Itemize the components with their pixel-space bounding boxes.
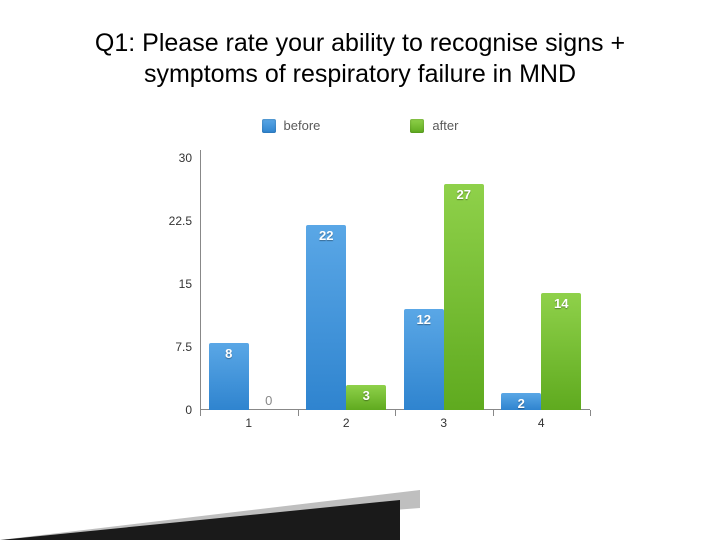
legend-item-after: after: [410, 118, 458, 133]
x-tick-label: 3: [440, 416, 447, 430]
bar-value-label: 2: [518, 396, 525, 411]
legend-item-before: before: [262, 118, 321, 133]
bar-value-label: 27: [457, 187, 471, 202]
bar-chart: 07.51522.5301802223312274214: [140, 140, 610, 440]
bar-value-label: 14: [554, 296, 568, 311]
bar-value-label: 0: [265, 393, 272, 408]
x-tick: [395, 410, 396, 416]
chart-legend: before after: [0, 118, 720, 133]
legend-label-before: before: [284, 118, 321, 133]
page-title: Q1: Please rate your ability to recognis…: [40, 28, 680, 91]
legend-swatch-before: [262, 119, 276, 133]
bar-after: 14: [541, 293, 581, 410]
x-tick: [200, 410, 201, 416]
bar-before: 12: [404, 309, 444, 410]
bar-before: 2: [501, 393, 541, 410]
bar-before: 8: [209, 343, 249, 410]
plot-area: 07.51522.5301802223312274214: [200, 150, 590, 410]
legend-label-after: after: [432, 118, 458, 133]
x-tick: [298, 410, 299, 416]
corner-wedge-decoration: [0, 460, 420, 540]
bar-value-label: 3: [363, 388, 370, 403]
bar-value-label: 8: [225, 346, 232, 361]
y-tick-label: 7.5: [175, 340, 192, 354]
legend-swatch-after: [410, 119, 424, 133]
x-tick: [493, 410, 494, 416]
slide: Q1: Please rate your ability to recognis…: [0, 0, 720, 540]
x-tick: [590, 410, 591, 416]
x-tick-label: 4: [538, 416, 545, 430]
y-tick-label: 30: [179, 151, 192, 165]
bar-value-label: 12: [417, 312, 431, 327]
y-tick-label: 15: [179, 277, 192, 291]
y-axis: [200, 150, 201, 410]
title-line1: Q1: Please rate your ability to recognis…: [95, 29, 625, 57]
bar-after: 27: [444, 184, 484, 410]
y-tick-label: 0: [185, 403, 192, 417]
y-tick-label: 22.5: [169, 214, 192, 228]
title-line2: symptoms of respiratory failure in MND: [144, 60, 576, 88]
bar-value-label: 22: [319, 228, 333, 243]
x-tick-label: 1: [245, 416, 252, 430]
bar-before: 22: [306, 225, 346, 410]
x-tick-label: 2: [343, 416, 350, 430]
bar-after: 3: [346, 385, 386, 410]
